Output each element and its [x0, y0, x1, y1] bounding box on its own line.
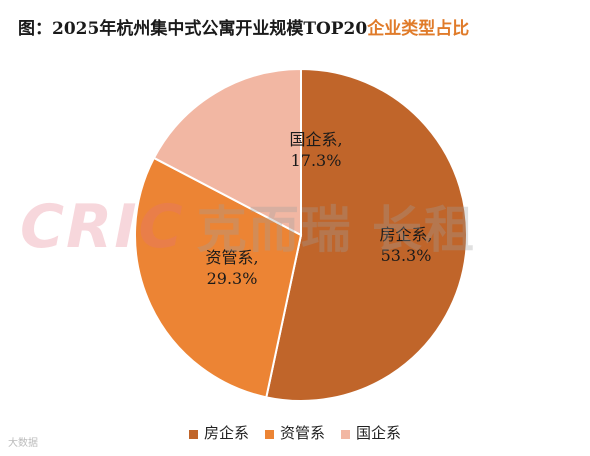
legend-swatch-2 — [264, 429, 274, 439]
legend-item-3: 国企系 — [341, 422, 401, 443]
chart-title-main: 图：2025年杭州集中式公寓开业规模TOP20 — [18, 19, 368, 39]
chart-legend: 房企系 资管系 国企系 — [0, 422, 590, 443]
slice-label-value-1: 53.3% — [381, 246, 432, 265]
pie-slice-1 — [265, 67, 468, 402]
legend-label-2: 资管系 — [279, 424, 325, 442]
legend-swatch-1 — [188, 429, 198, 439]
legend-label-3: 国企系 — [356, 424, 402, 442]
slice-label-name-3: 国企系, — [289, 130, 342, 149]
legend-item-2: 资管系 — [264, 422, 325, 443]
pie-slice-3 — [152, 67, 302, 237]
legend-swatch-3 — [341, 429, 350, 439]
pie-slice-2 — [134, 156, 303, 399]
footer-watermark: 大数据 — [8, 438, 38, 449]
legend-label-1: 房企系 — [203, 424, 249, 442]
chart-title-accent: 企业类型占比 — [367, 19, 470, 39]
slice-label-name-2: 资管系, — [205, 248, 258, 267]
chart-title: 图：2025年杭州集中式公寓开业规模TOP20企业类型占比 — [18, 14, 469, 39]
slice-label-name-1: 房企系, — [379, 225, 432, 244]
legend-item-1: 房企系 — [188, 422, 249, 443]
slice-label-value-3: 17.3% — [291, 151, 342, 170]
slice-label-value-2: 29.3% — [207, 269, 258, 288]
